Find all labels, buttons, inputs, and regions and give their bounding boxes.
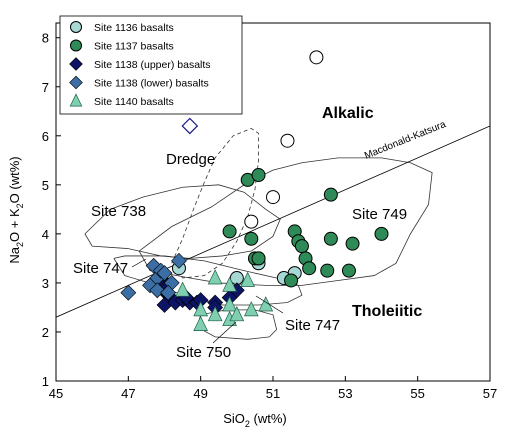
y-tick-label: 2 — [42, 325, 49, 340]
data-point-triangle — [207, 305, 223, 322]
site-747-left-leader — [131, 258, 147, 268]
x-tick-label: 53 — [338, 386, 352, 401]
series-6 — [181, 117, 199, 135]
alkalic-label: Alkalic — [322, 105, 374, 122]
site-749-label: Site 749 — [352, 206, 407, 223]
data-point-circle — [222, 224, 237, 239]
data-point-circle — [341, 263, 356, 278]
site-750-label: Site 750 — [176, 344, 231, 361]
legend-label: Site 1138 (upper) basalts — [94, 59, 211, 71]
data-point-open-circle — [309, 50, 324, 65]
data-point-open-circle — [280, 133, 295, 148]
data-point-circle — [302, 261, 317, 276]
data-point-circle — [294, 239, 309, 254]
data-point-diamond — [120, 284, 137, 301]
legend-label: Site 1140 basalts — [94, 96, 174, 108]
data-point-circle — [251, 251, 266, 266]
y-tick-label: 5 — [42, 178, 49, 193]
data-point-diamond — [160, 284, 177, 301]
divider-label: Macdonald-Katsura — [363, 119, 448, 162]
x-tick-label: 47 — [121, 386, 135, 401]
field-outline-site-747 — [113, 255, 303, 306]
series-1 — [222, 168, 389, 288]
series-5 — [244, 50, 324, 229]
x-tick-label: 45 — [49, 386, 63, 401]
data-point-diamond — [156, 265, 173, 282]
site-747-right-label: Site 747 — [285, 317, 340, 334]
site-747-left-label: Site 747 — [73, 260, 128, 277]
data-point-triangle — [229, 305, 245, 322]
y-tick-label: 3 — [42, 276, 49, 291]
y-axis-title: Na2O + K2O (wt%) — [7, 156, 25, 263]
series-0 — [171, 251, 302, 286]
data-point-circle — [374, 226, 389, 241]
data-point-open-circle — [266, 190, 280, 205]
data-point-triangle — [175, 281, 190, 297]
data-point-open-diamond — [181, 117, 199, 135]
y-tick-label: 7 — [42, 80, 49, 95]
site-750-leader — [212, 321, 237, 344]
y-tick-label: 1 — [42, 374, 49, 389]
series-4 — [175, 269, 274, 331]
x-tick-label: 49 — [193, 386, 207, 401]
data-point-triangle — [243, 301, 259, 317]
field-outline-dredge — [171, 127, 259, 279]
dredge-label: Dredge — [166, 151, 215, 168]
legend-label: Site 1136 basalts — [94, 22, 174, 34]
legend-marker-triangle — [69, 93, 83, 107]
x-axis-title: SiO2 (wt%) — [223, 411, 287, 429]
data-point-open-circle — [244, 214, 259, 229]
data-point-circle — [320, 263, 335, 278]
field-outline-site-738 — [84, 184, 281, 259]
data-point-circle — [284, 273, 299, 288]
legend-marker-circle — [69, 20, 83, 34]
divider-line — [56, 125, 490, 318]
data-point-circle — [345, 236, 360, 251]
legend: Site 1136 basalts Site 1137 basalts Site 1… — [59, 15, 243, 115]
data-point-circle — [323, 187, 338, 202]
data-point-circle — [251, 168, 266, 183]
site-738-label: Site 738 — [91, 203, 146, 220]
data-point-triangle — [193, 315, 209, 331]
legend-marker-diamond — [69, 57, 83, 71]
data-point-diamond — [149, 282, 166, 299]
x-tick-label: 51 — [266, 386, 280, 401]
tholeiitic-label: Tholeiitic — [352, 303, 422, 320]
legend-marker-circle — [69, 39, 83, 52]
macdonald-katsura-line — [56, 125, 490, 318]
data-point-diamond — [171, 252, 187, 269]
data-point-circle — [323, 231, 338, 246]
x-tick-label: 57 — [483, 386, 497, 401]
data-point-triangle — [240, 271, 256, 287]
series-3 — [120, 252, 187, 301]
data-point-triangle — [207, 269, 223, 285]
y-tick-label: 8 — [42, 31, 49, 46]
data-point-circle — [244, 231, 259, 246]
x-tick-label: 55 — [410, 386, 424, 401]
legend-label: Site 1137 basalts — [94, 41, 174, 53]
legend-label: Site 1138 (lower) basalts — [94, 78, 209, 90]
legend-box — [59, 15, 243, 115]
legend-marker-diamond — [69, 75, 83, 90]
data-points — [120, 50, 389, 331]
data-point-triangle — [222, 276, 237, 292]
y-tick-label: 6 — [42, 129, 49, 144]
y-tick-label: 4 — [42, 227, 49, 242]
site-747-right-leader — [255, 295, 284, 314]
